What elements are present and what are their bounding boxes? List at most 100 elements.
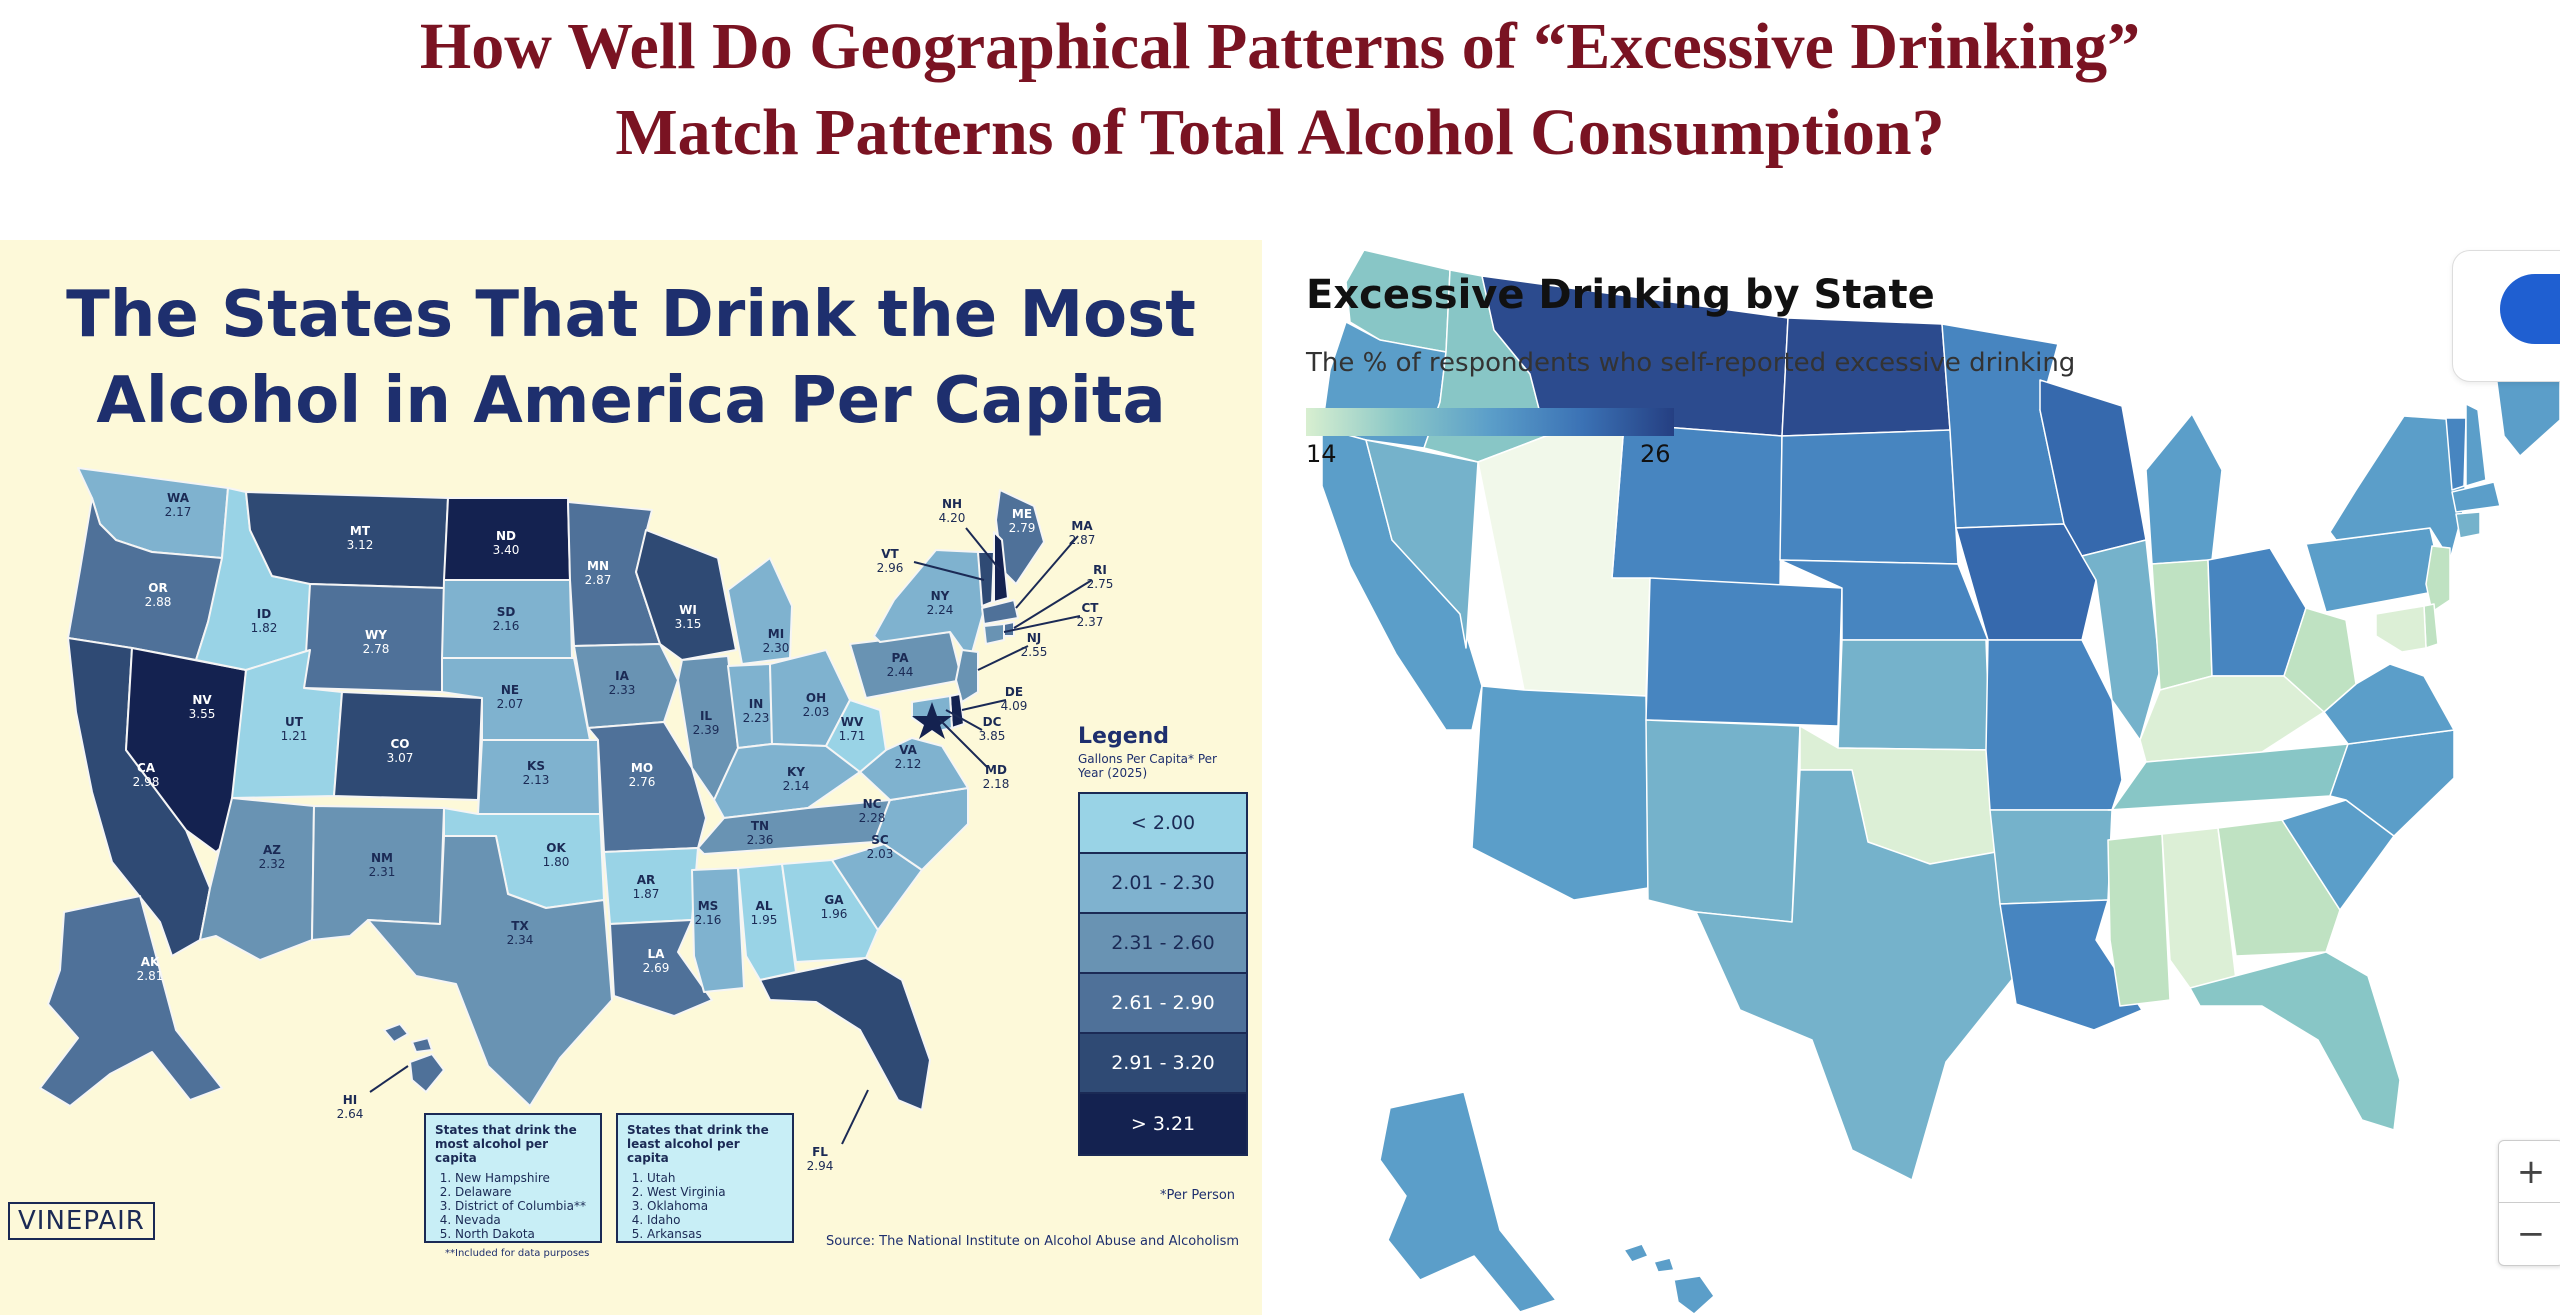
legend-subtitle: Gallons Per Capita* Per Year (2025) [1078, 752, 1217, 780]
state-value-mn: 2.87 [585, 573, 612, 587]
state-value-nm: 2.31 [369, 865, 396, 879]
state-label-tn: TN [751, 819, 769, 833]
list-item: New Hampshire [455, 1171, 591, 1185]
state-nj [955, 649, 979, 703]
state-label-ne: NE [501, 683, 519, 697]
state-value-ma: 2.87 [1069, 533, 1096, 547]
state-value-il: 2.39 [693, 723, 720, 737]
state-ga [781, 859, 879, 963]
list-item: District of Columbia** [455, 1199, 591, 1213]
state-value-tn: 2.36 [747, 833, 774, 847]
state-value-pa: 2.44 [887, 665, 914, 679]
state-value-fl: 2.94 [807, 1159, 834, 1173]
excessive-state-ar[interactable] [1989, 809, 2113, 905]
excessive-state-wv[interactable] [2283, 607, 2357, 713]
excessive-state-pa[interactable] [2305, 527, 2445, 613]
excessive-state-la[interactable] [1999, 899, 2143, 1031]
most-alcohol-list: States that drink the most alcohol per c… [424, 1113, 602, 1243]
state-label-ca: CA [137, 761, 156, 775]
state-label-ms: MS [698, 899, 719, 913]
excessive-state-mo[interactable] [1985, 639, 2123, 811]
consumption-title-line-1: The States That Drink the Most [66, 278, 1196, 352]
state-label-id: ID [257, 607, 271, 621]
excessive-state-co[interactable] [1645, 577, 1843, 727]
leader-line-de [961, 699, 1007, 711]
state-value-la: 2.69 [643, 961, 670, 975]
legend-bin-4: 2.61 - 2.90 [1080, 974, 1246, 1034]
excessive-state-nm[interactable] [1645, 719, 1801, 923]
excessive-state-ia[interactable] [1955, 523, 2097, 641]
excessive-state-in[interactable] [2151, 559, 2213, 691]
excessive-state-ga[interactable] [2217, 819, 2341, 957]
legend-note: *Per Person [1160, 1188, 1236, 1203]
corner-action-button[interactable] [2500, 274, 2560, 344]
list-item: North Dakota [455, 1227, 591, 1241]
excessive-state-wy[interactable] [1611, 423, 1783, 589]
leader-line-ct [1003, 615, 1081, 633]
list-item: Idaho [647, 1213, 783, 1227]
excessive-state-ct[interactable] [2455, 511, 2481, 539]
state-vt [977, 551, 995, 607]
state-label-nh: NH [942, 497, 962, 511]
state-label-mt: MT [350, 524, 371, 538]
state-label-me: ME [1012, 507, 1032, 521]
excessive-state-ak[interactable] [1379, 1091, 1557, 1313]
state-value-ri: 2.75 [1087, 577, 1114, 591]
leader-line-nj [977, 645, 1029, 671]
state-value-in: 2.23 [743, 711, 770, 725]
color-scale-max: 26 [1640, 440, 1671, 468]
excessive-drinking-map[interactable] [1262, 240, 2560, 1315]
state-la [609, 919, 713, 1017]
state-label-sd: SD [497, 605, 516, 619]
excessive-state-ks[interactable] [1837, 639, 1991, 751]
state-label-fl: FL [812, 1145, 828, 1159]
state-value-de: 4.09 [1001, 699, 1028, 713]
state-label-ar: AR [637, 873, 656, 887]
state-ak [39, 895, 223, 1107]
state-value-mi: 2.30 [763, 641, 790, 655]
state-label-ia: IA [615, 669, 629, 683]
footnote: **Included for data purposes [445, 1248, 590, 1259]
state-label-wa: WA [167, 491, 190, 505]
excessive-state-mi[interactable] [2145, 413, 2223, 565]
leader-line-nh [965, 527, 1001, 571]
leader-line-ri [1013, 579, 1093, 629]
excessive-state-tx[interactable] [1695, 769, 2019, 1181]
excessive-state-ma[interactable] [2451, 481, 2501, 513]
state-value-ar: 1.87 [633, 887, 660, 901]
excessive-state-vt[interactable] [2445, 417, 2467, 491]
state-label-ga: GA [824, 893, 844, 907]
state-label-va: VA [899, 743, 917, 757]
excessive-state-fl[interactable] [2189, 951, 2401, 1131]
legend-title: Legend [1078, 724, 1170, 749]
zoom-out-button[interactable]: − [2516, 1214, 2546, 1254]
excessive-state-sd[interactable] [1779, 429, 1959, 565]
excessive-state-nv[interactable] [1365, 439, 1479, 649]
state-label-wi: WI [679, 603, 697, 617]
excessive-state-az[interactable] [1471, 685, 1649, 901]
excessive-state-nh[interactable] [2465, 403, 2487, 487]
leader-line-ma [1015, 535, 1079, 609]
excessive-map-title: Excessive Drinking by State [1306, 272, 1935, 318]
state-value-va: 2.12 [895, 757, 922, 771]
state-value-wa: 2.17 [165, 505, 192, 519]
excessive-state-hi[interactable] [1623, 1243, 1715, 1315]
state-me [995, 489, 1045, 585]
leader-line-hi [369, 1065, 409, 1093]
state-label-pa: PA [892, 651, 910, 665]
excessive-state-nj[interactable] [2425, 545, 2451, 613]
state-label-ct: CT [1082, 601, 1100, 615]
excessive-state-ms[interactable] [2107, 833, 2171, 1007]
state-value-nh: 4.20 [939, 511, 966, 525]
state-label-ny: NY [931, 589, 950, 603]
state-value-tx: 2.34 [507, 933, 534, 947]
state-label-dc: DC [983, 715, 1002, 729]
state-value-mt: 3.12 [347, 538, 374, 552]
zoom-in-button[interactable]: + [2499, 1141, 2560, 1203]
least-alcohol-list: States that drink the least alcohol per … [616, 1113, 794, 1243]
excessive-state-md[interactable] [2375, 605, 2427, 653]
excessive-drinking-panel: Excessive Drinking by State The % of res… [1262, 240, 2560, 1315]
state-value-wi: 3.15 [675, 617, 702, 631]
state-value-nd: 3.40 [493, 543, 520, 557]
state-label-mn: MN [587, 559, 609, 573]
